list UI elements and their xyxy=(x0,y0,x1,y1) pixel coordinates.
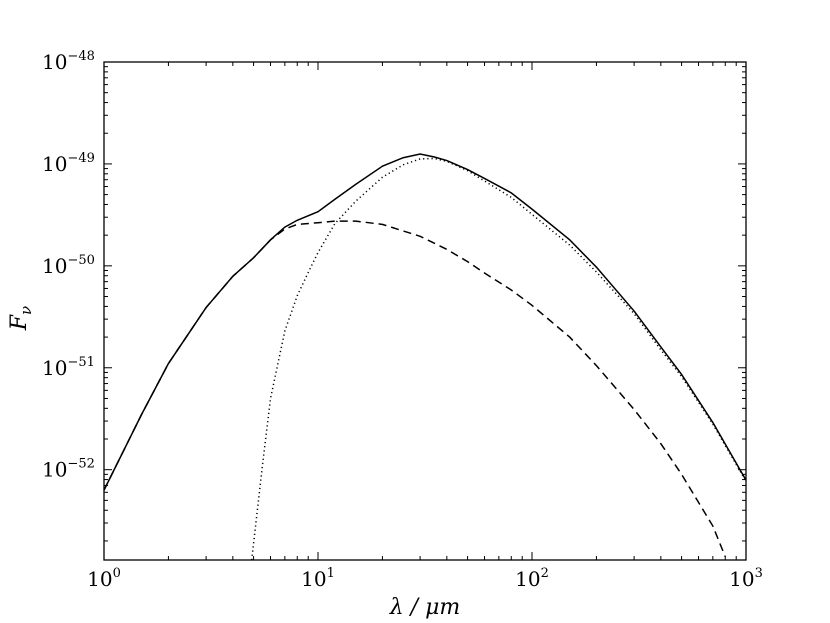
x-tick-label: 103 xyxy=(729,566,763,591)
plot-frame xyxy=(103,61,747,561)
x-tick-exponent: 0 xyxy=(113,566,121,581)
y-tick-label: 10−52 xyxy=(42,457,95,482)
series-line-dashed xyxy=(103,220,726,558)
x-axis-label: λ / μm xyxy=(389,595,461,620)
x-tick-exponent: 1 xyxy=(327,566,335,581)
y-tick-label: 10−48 xyxy=(42,49,95,74)
series-line-solid xyxy=(103,153,747,491)
y-tick-base: 10 xyxy=(42,50,67,74)
y-axis-label-main: F xyxy=(7,314,32,331)
series-line-dotted xyxy=(250,157,747,561)
x-tick-base: 10 xyxy=(301,567,326,591)
y-tick-label: 10−50 xyxy=(42,253,95,278)
y-tick-base: 10 xyxy=(42,254,67,278)
x-tick-exponent: 3 xyxy=(755,566,763,581)
y-tick-base: 10 xyxy=(42,152,67,176)
x-tick-base: 10 xyxy=(87,567,112,591)
y-tick-exponent: −49 xyxy=(67,151,94,166)
y-tick-exponent: −52 xyxy=(67,457,94,472)
x-tick-label: 102 xyxy=(515,566,549,591)
x-tick-label: 101 xyxy=(301,566,335,591)
x-tick-label: 100 xyxy=(87,566,121,591)
ticks-layer xyxy=(103,61,747,560)
y-axis-label-sub: ν xyxy=(17,306,35,315)
y-tick-exponent: −51 xyxy=(67,355,94,370)
y-tick-label: 10−49 xyxy=(42,151,95,176)
y-tick-base: 10 xyxy=(42,458,67,482)
y-axis-label: Fν xyxy=(7,306,35,331)
x-tick-exponent: 2 xyxy=(541,566,549,581)
x-tick-base: 10 xyxy=(515,567,540,591)
y-tick-exponent: −48 xyxy=(67,49,94,64)
y-tick-exponent: −50 xyxy=(67,253,94,268)
y-tick-base: 10 xyxy=(42,356,67,380)
y-tick-label: 10−51 xyxy=(42,355,95,380)
x-tick-base: 10 xyxy=(729,567,754,591)
series-layer xyxy=(103,153,747,561)
